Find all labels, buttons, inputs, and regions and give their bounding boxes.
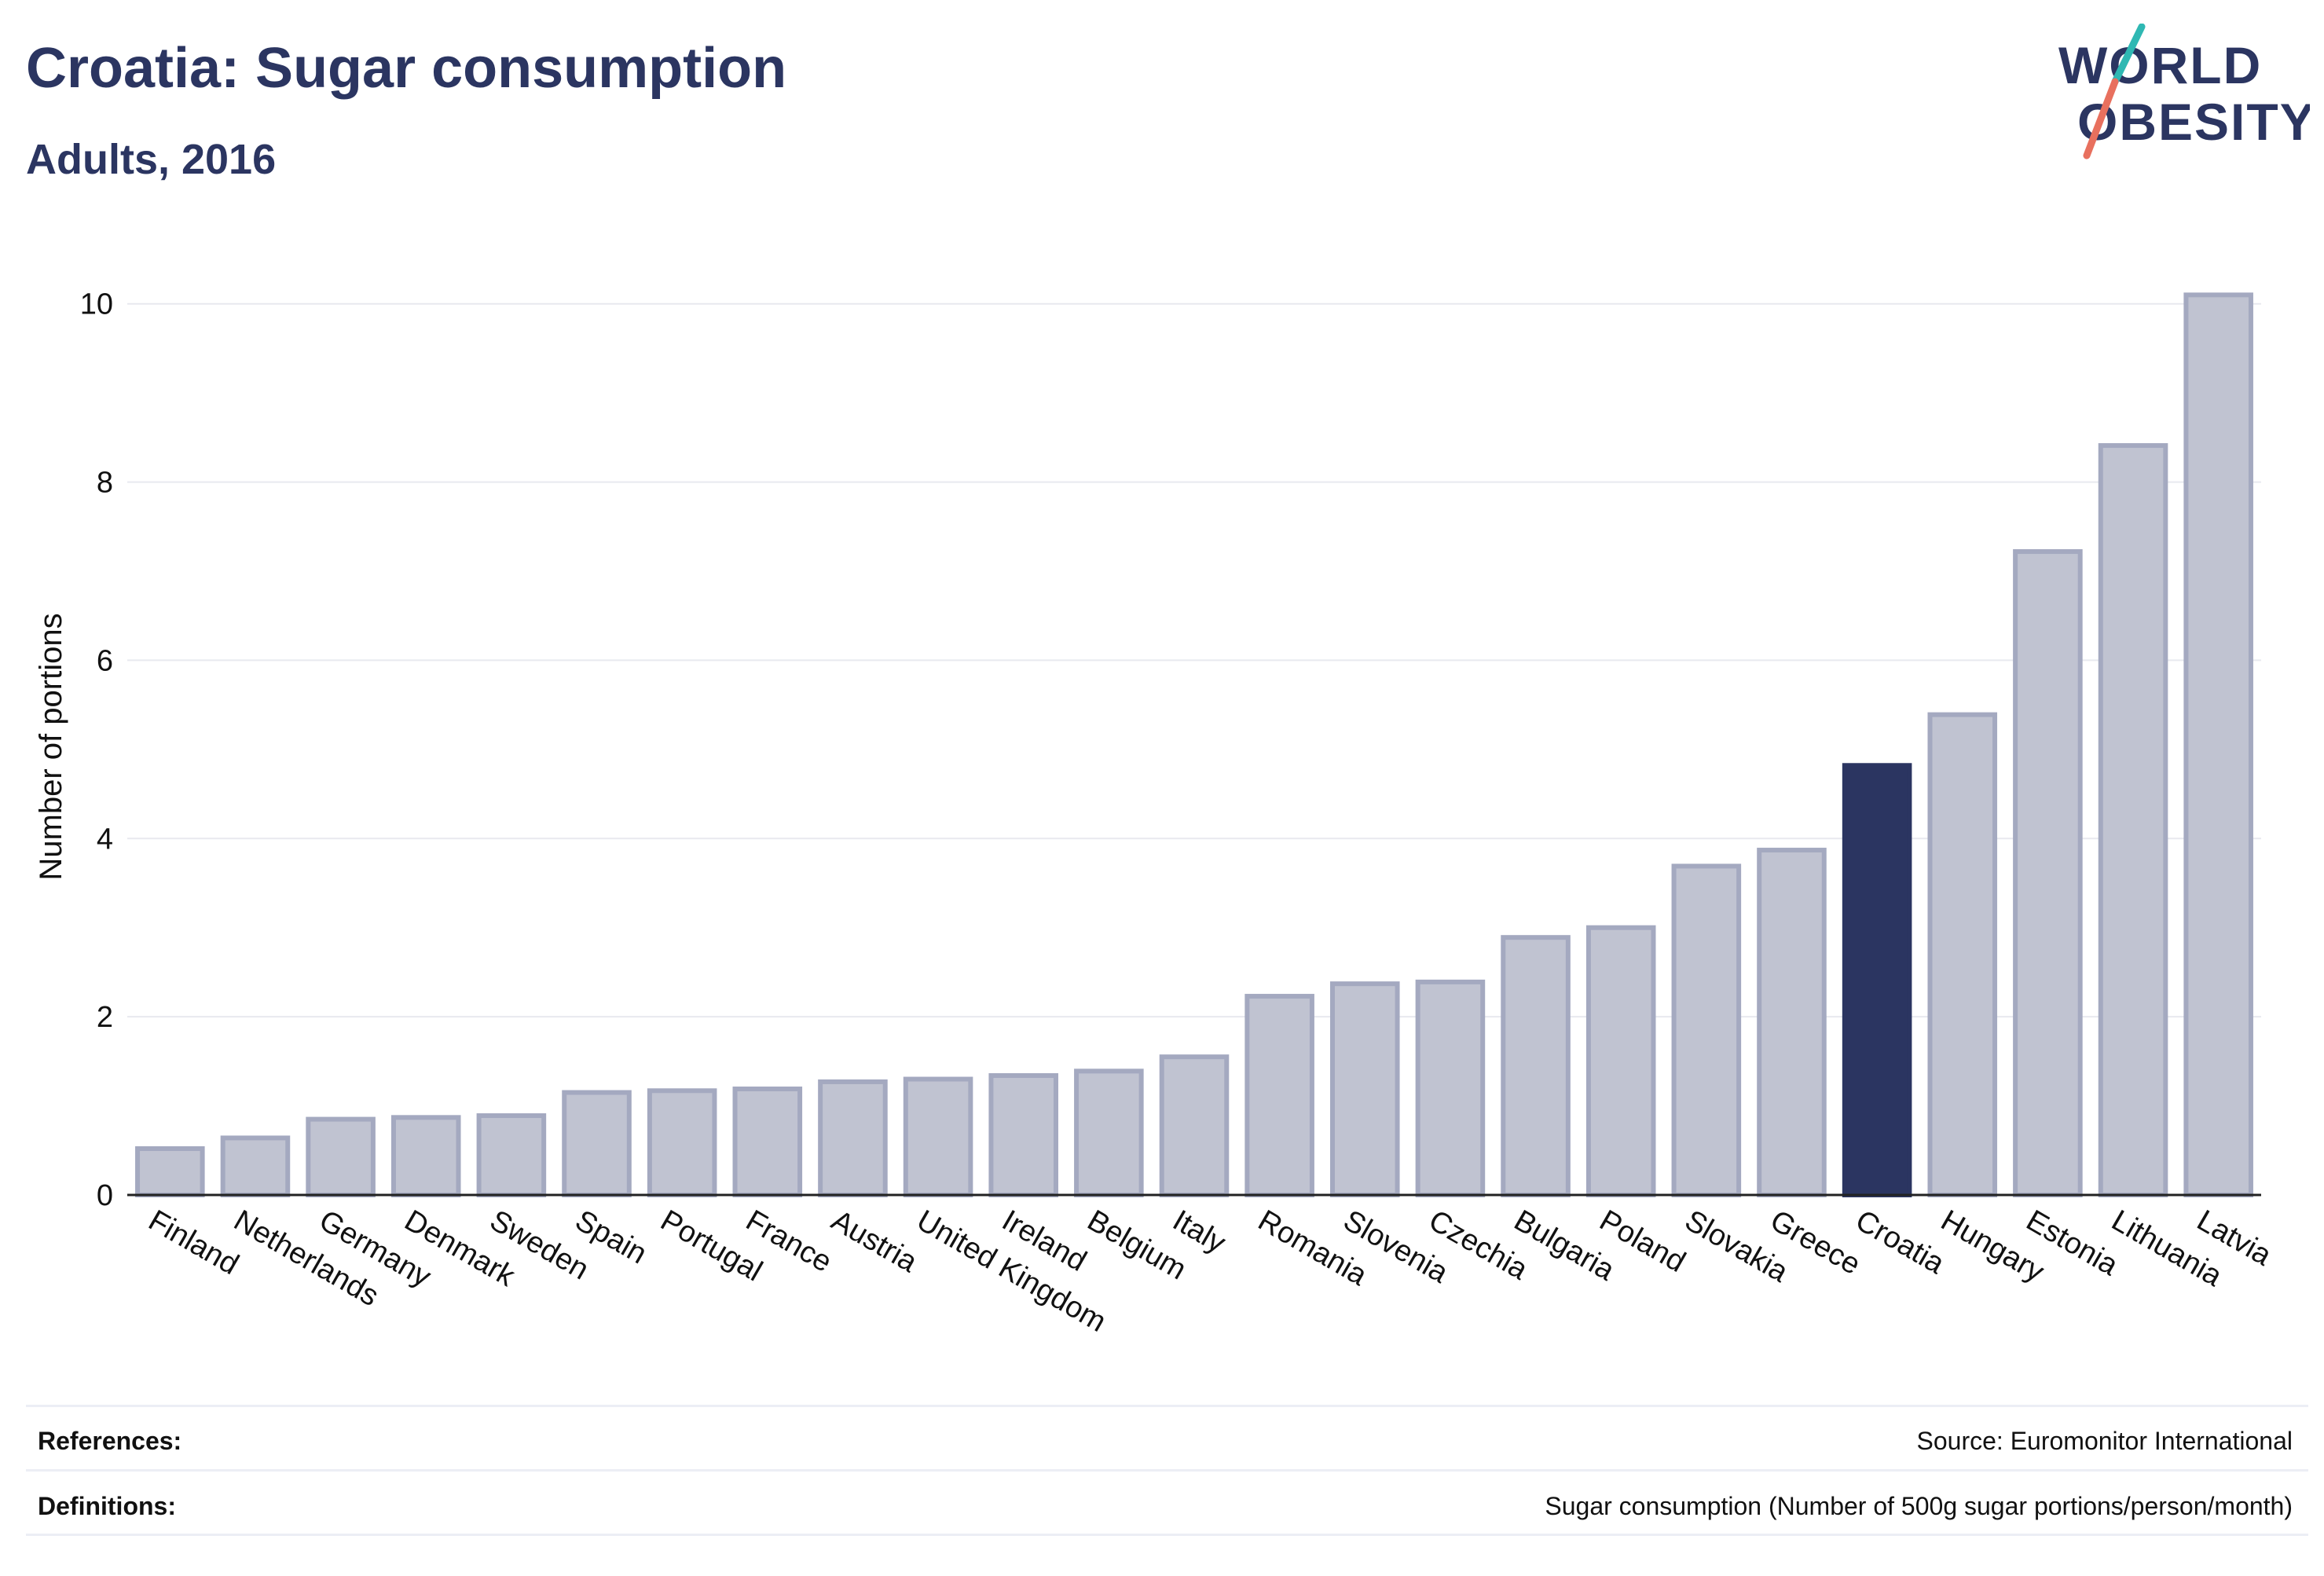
bar — [476, 1113, 547, 1198]
y-tick-label: 0 — [97, 1179, 113, 1212]
y-tick-label: 4 — [97, 823, 113, 856]
bar — [1159, 1054, 1230, 1197]
bar — [1329, 981, 1400, 1198]
bar — [1244, 994, 1314, 1198]
chart-title: Croatia: Sugar consumption — [26, 37, 787, 100]
bar — [1415, 979, 1486, 1198]
x-tick-labels: FinlandNetherlandsGermanyDenmarkSwedenSp… — [143, 1204, 2278, 1339]
bar — [1671, 863, 1742, 1198]
logo-slash-teal — [2111, 24, 2146, 86]
chart-subtitle: Adults, 2016 — [26, 136, 277, 183]
bar-chart: 0 2 4 6 8 10 FinlandNetherlandsGermanyDenmark… — [34, 288, 2278, 1339]
bar — [732, 1087, 803, 1198]
footer-divider-middle — [26, 1469, 2308, 1472]
x-tick-label: Finland — [143, 1204, 244, 1281]
bars — [135, 292, 2253, 1198]
logo-slash-coral — [2083, 78, 2119, 159]
bar-highlight — [1842, 763, 1912, 1197]
bar — [2183, 292, 2253, 1197]
bar — [1585, 925, 1656, 1197]
logo-line2: OBESITY — [2077, 93, 2310, 151]
bar — [2013, 549, 2083, 1197]
x-tick-label: Croatia — [1850, 1204, 1951, 1281]
y-tick-label: 2 — [97, 1001, 113, 1034]
bar — [818, 1079, 888, 1197]
bar — [988, 1073, 1059, 1198]
bar — [903, 1076, 973, 1197]
bar — [1927, 712, 1998, 1197]
bar — [220, 1135, 291, 1198]
y-tick-label: 8 — [97, 467, 113, 500]
world-obesity-logo: WORLD OBESITY — [2058, 24, 2310, 159]
logo-line1: WORLD — [2058, 36, 2262, 94]
bar — [2098, 443, 2168, 1197]
x-tick-label: Austria — [826, 1204, 923, 1279]
y-tick-label: 10 — [80, 288, 113, 321]
footer-divider-bottom — [26, 1534, 2308, 1536]
definitions-value: Sugar consumption (Number of 500g sugar … — [1545, 1492, 2293, 1520]
x-tick-label: Belgium — [1082, 1204, 1192, 1286]
y-tick-labels: 0 2 4 6 8 10 — [80, 288, 113, 1212]
definitions-label: Definitions: — [38, 1492, 176, 1520]
y-axis-label: Number of portions — [34, 613, 68, 880]
bar — [1757, 848, 1827, 1197]
references-label: References: — [38, 1427, 182, 1455]
bar — [647, 1088, 717, 1197]
references-value: Source: Euromonitor International — [1916, 1427, 2293, 1455]
bar — [390, 1115, 461, 1197]
bar — [1074, 1068, 1144, 1197]
footer-divider-top — [26, 1405, 2308, 1407]
bar — [306, 1116, 376, 1197]
bar — [1501, 935, 1571, 1197]
bar — [135, 1146, 205, 1197]
y-tick-label: 6 — [97, 644, 113, 677]
bar — [562, 1090, 632, 1197]
